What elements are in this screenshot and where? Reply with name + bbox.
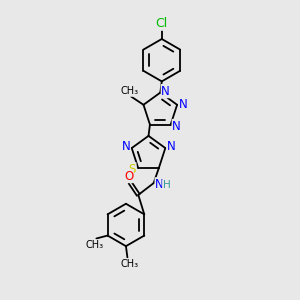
Text: S: S (129, 163, 136, 176)
Text: N: N (167, 140, 176, 153)
Text: N: N (172, 119, 181, 133)
Text: N: N (161, 85, 170, 98)
Text: Cl: Cl (156, 17, 168, 30)
Text: N: N (122, 140, 130, 153)
Text: CH₃: CH₃ (121, 86, 139, 96)
Text: N: N (155, 178, 164, 191)
Text: H: H (163, 180, 170, 190)
Text: N: N (178, 98, 188, 111)
Text: O: O (124, 169, 133, 183)
Text: CH₃: CH₃ (121, 259, 139, 269)
Text: CH₃: CH₃ (86, 240, 104, 250)
